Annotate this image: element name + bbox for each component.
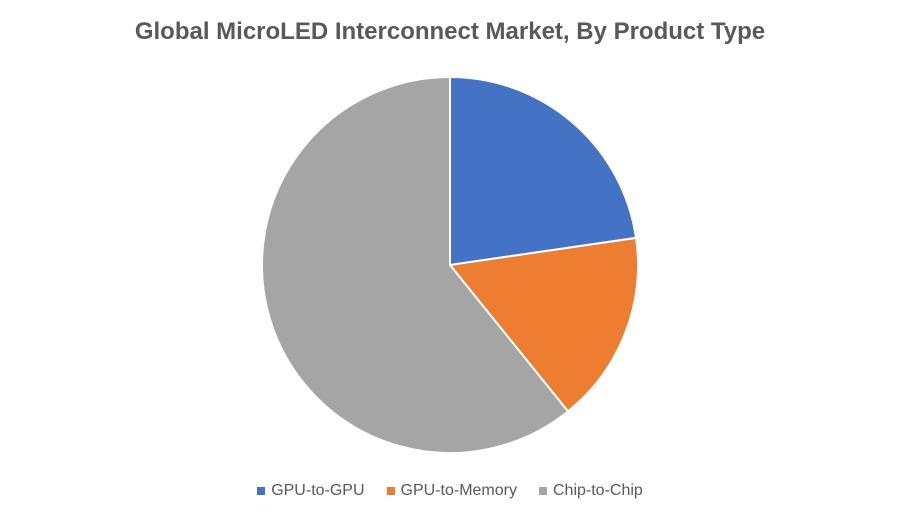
pie-slice-gpu-to-memory [448,236,639,413]
legend-item-gpu-to-memory: GPU-to-Memory [386,482,517,500]
legend-swatch [538,487,547,495]
pie-slice-gpu-to-gpu [449,75,638,267]
legend-label: Chip-to-Chip [552,482,643,499]
legend-item-chip-to-chip: Chip-to-Chip [538,482,643,500]
legend: GPU-to-GPU GPU-to-Memory Chip-to-Chip [0,482,900,500]
legend-label: GPU-to-Memory [400,482,517,499]
chart-title: Global MicroLED Interconnect Market, By … [134,18,766,45]
pie-slice-chip-to-chip [261,75,570,454]
legend-swatch [257,487,266,495]
legend-label: GPU-to-GPU [271,482,365,499]
legend-item-gpu-to-gpu: GPU-to-GPU [257,482,365,500]
legend-swatch [386,487,395,495]
